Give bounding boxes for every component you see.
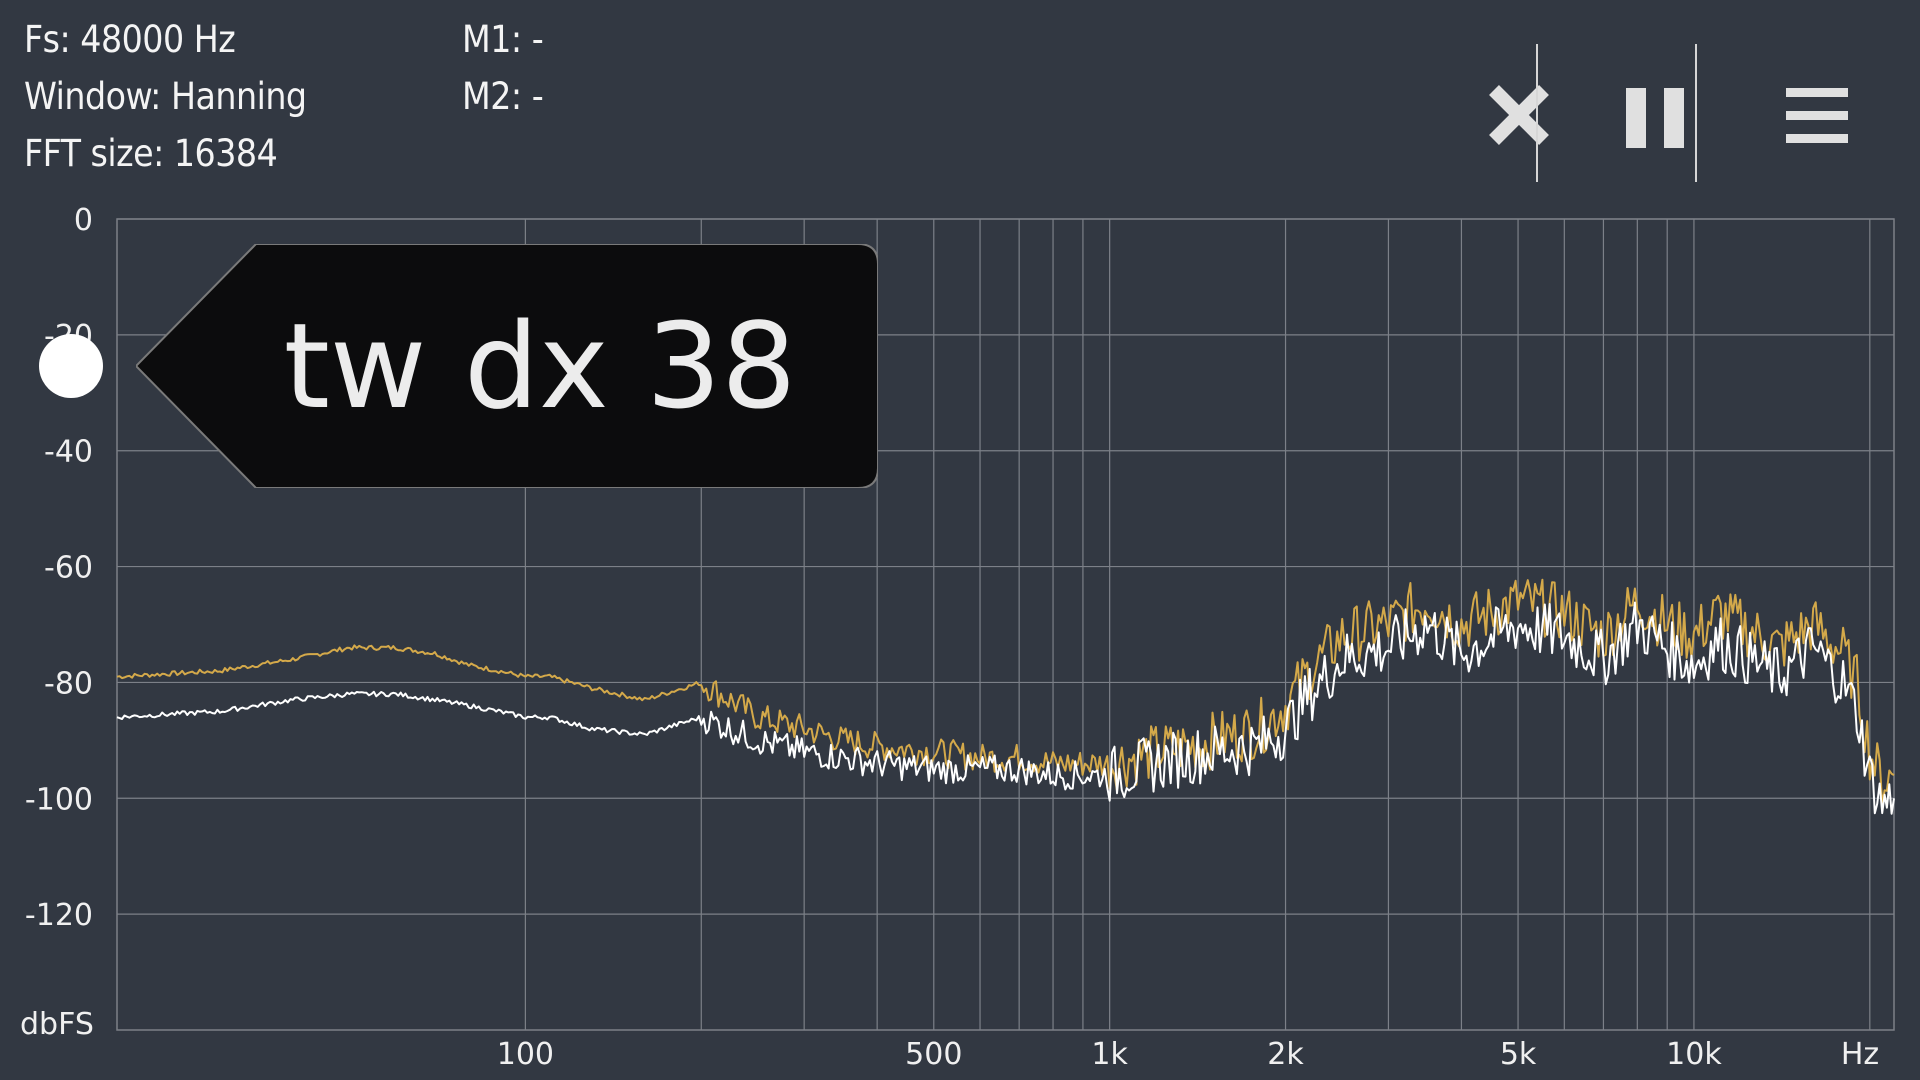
x-axis-labels: 100 500 1k 2k 5k 10k (497, 1037, 1723, 1072)
x-tick-label: 500 (905, 1037, 962, 1072)
fft-size-label: FFT size: 16384 (24, 132, 278, 175)
close-button[interactable] (1440, 40, 1598, 184)
x-tick-label: 100 (497, 1037, 554, 1072)
y-tick-label: -120 (25, 898, 93, 933)
x-tick-label: 5k (1500, 1037, 1537, 1072)
menu-icon (1786, 88, 1848, 143)
y-tick-label: -40 (44, 435, 93, 470)
window-label: Window: Hanning (24, 75, 307, 118)
toolbar-divider (1695, 44, 1697, 182)
y-tick-label: -100 (25, 782, 93, 817)
y-axis-labels: 0-20-40-60-80-100-120 (25, 203, 93, 933)
y-axis-unit-label: dbFS (20, 1007, 94, 1042)
marker-tag-label: tw dx 38 (283, 297, 797, 435)
spectrum-traces (116, 578, 1895, 815)
marker2-label: M2: - (462, 75, 544, 118)
spectrum-trace-2 (116, 601, 1895, 815)
pause-button[interactable] (1580, 40, 1738, 184)
y-tick-label: -80 (44, 666, 93, 701)
marker1-label: M1: - (462, 18, 544, 61)
y-tick-label: 0 (74, 203, 93, 238)
x-axis-unit-label: Hz (1841, 1037, 1879, 1072)
x-tick-label: 2k (1267, 1037, 1304, 1072)
y-tick-label: -60 (44, 551, 93, 586)
sample-rate-label: Fs: 48000 Hz (24, 18, 236, 61)
menu-button[interactable] (1740, 40, 1898, 184)
toolbar (1440, 40, 1920, 184)
x-tick-label: 1k (1091, 1037, 1128, 1072)
marker-drag-handle[interactable] (39, 334, 103, 398)
x-tick-label: 10k (1666, 1037, 1722, 1072)
pause-icon (1626, 88, 1684, 148)
close-icon (1489, 85, 1549, 145)
toolbar-divider (1536, 44, 1538, 182)
